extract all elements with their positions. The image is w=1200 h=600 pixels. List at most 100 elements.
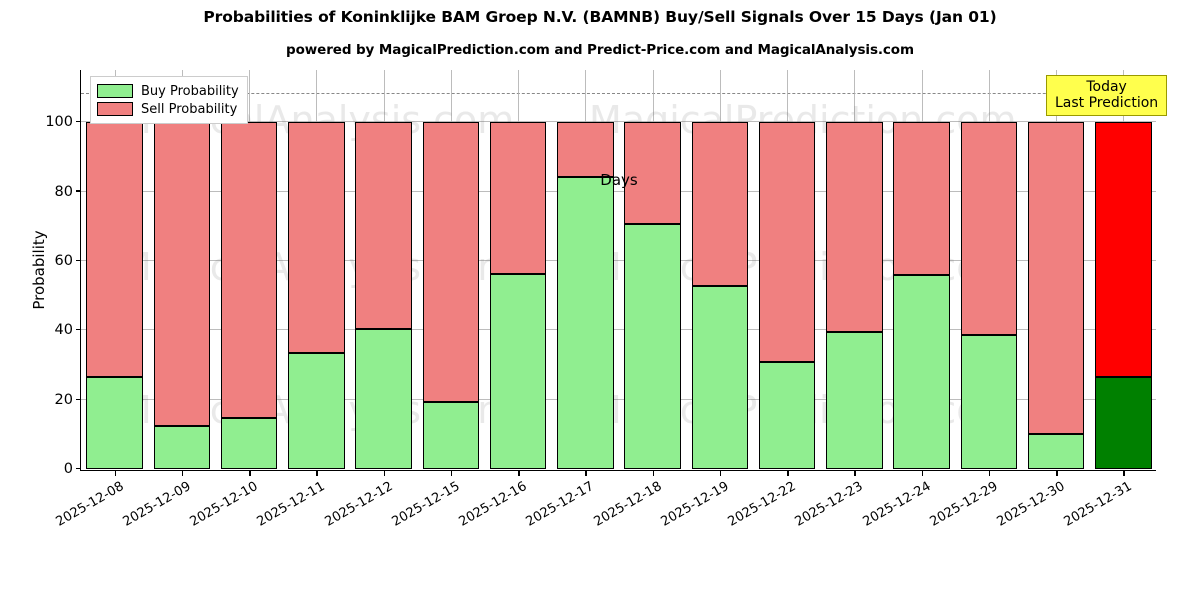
y-gridline xyxy=(81,260,1156,262)
bar-segment-buy[interactable] xyxy=(557,176,614,470)
bar-segment-buy[interactable] xyxy=(153,425,211,470)
legend-label-buy: Buy Probability xyxy=(141,83,239,99)
x-tick-mark xyxy=(114,471,117,476)
bar-segment-sell[interactable] xyxy=(624,122,681,224)
x-tick-label: 2025-12-17 xyxy=(523,479,597,530)
legend-swatch-buy xyxy=(97,84,133,98)
x-tick-label: 2025-12-18 xyxy=(591,479,665,530)
chart-legend: Buy Probability Sell Probability xyxy=(90,76,248,124)
bar-stacked[interactable] xyxy=(220,70,278,470)
y-axis-label: Probability xyxy=(30,230,48,310)
today-last-prediction-badge: Today Last Prediction xyxy=(1046,75,1168,117)
x-tick-mark xyxy=(1123,471,1125,476)
x-tick-label: 2025-12-11 xyxy=(254,479,328,530)
bar-segment-buy[interactable] xyxy=(288,353,345,470)
bar-segment-buy[interactable] xyxy=(624,223,681,470)
bar-stacked[interactable] xyxy=(758,70,816,470)
y-tick-label: 0 xyxy=(63,461,73,478)
bar-segment-buy[interactable] xyxy=(960,334,1018,470)
x-tick-mark xyxy=(383,471,386,476)
bar-stacked[interactable] xyxy=(422,70,480,470)
bar-segment-sell[interactable] xyxy=(960,122,1018,335)
today-label: Today xyxy=(1086,79,1127,95)
bar-segment-sell[interactable] xyxy=(355,122,412,329)
bar-segment-buy[interactable] xyxy=(826,331,883,470)
bar-segment-sell[interactable] xyxy=(220,122,278,418)
x-tick-mark xyxy=(921,471,924,476)
x-tick-label: 2025-12-19 xyxy=(658,479,732,530)
x-tick-label: 2025-12-16 xyxy=(456,479,530,530)
bar-stacked[interactable] xyxy=(489,70,547,470)
bar-segment-buy[interactable] xyxy=(220,417,278,470)
bar-segment-buy[interactable] xyxy=(758,361,816,470)
bar-segment-buy[interactable] xyxy=(1027,433,1085,470)
y-tick-mark xyxy=(76,190,81,192)
legend-swatch-sell xyxy=(97,102,133,116)
bar-stacked[interactable] xyxy=(557,70,614,470)
bar-stacked[interactable] xyxy=(624,70,681,470)
y-gridline xyxy=(81,190,1156,192)
x-tick-mark xyxy=(518,471,520,476)
x-tick-mark xyxy=(854,471,856,476)
bar-segment-sell[interactable] xyxy=(557,122,614,177)
bar-segment-sell[interactable] xyxy=(422,122,480,403)
x-tick-mark xyxy=(181,471,184,476)
x-tick-label: 2025-12-23 xyxy=(792,479,866,530)
last-prediction-label: Last Prediction xyxy=(1055,95,1159,112)
bar-segment-sell[interactable] xyxy=(893,122,950,276)
y-tick-label: 20 xyxy=(54,391,73,408)
y-tick-label: 80 xyxy=(54,183,73,200)
bar-segment-buy[interactable] xyxy=(86,377,143,470)
bar-stacked[interactable] xyxy=(691,70,749,470)
bar-segment-sell[interactable] xyxy=(826,122,883,332)
page-title: Probabilities of Koninklijke BAM Groep N… xyxy=(203,8,997,26)
bar-segment-sell[interactable] xyxy=(86,122,143,378)
chart-canvas: 0 20 40 60 80 100 MagicalAnalysis.com MagicalPr… xyxy=(45,70,1156,477)
x-tick-label: 2025-12-12 xyxy=(322,479,396,530)
y-gridline xyxy=(81,121,1156,123)
bar-segment-buy[interactable] xyxy=(489,274,547,470)
bar-stacked[interactable] xyxy=(893,70,950,470)
bar-segment-sell[interactable] xyxy=(1095,122,1152,378)
legend-item-sell: Sell Probability xyxy=(97,100,239,118)
bar-segment-sell[interactable] xyxy=(1027,122,1085,434)
x-tick-mark xyxy=(585,471,587,476)
legend-label-sell: Sell Probability xyxy=(141,101,238,117)
bar-stacked[interactable] xyxy=(960,70,1018,470)
x-tick-mark xyxy=(652,471,655,476)
chart-subtitle: powered by MagicalPrediction.com and Pre… xyxy=(286,42,914,58)
bar-segment-buy[interactable] xyxy=(893,275,950,470)
bar-segment-buy[interactable] xyxy=(355,328,412,470)
bar-segment-sell[interactable] xyxy=(153,122,211,426)
bar-stacked[interactable] xyxy=(288,70,345,470)
x-tick-mark xyxy=(988,471,991,476)
x-tick-mark xyxy=(450,471,453,476)
x-tick-label: 2025-12-29 xyxy=(927,479,1001,530)
x-tick-label: 2025-12-10 xyxy=(187,479,261,530)
bar-stacked[interactable] xyxy=(153,70,211,470)
y-tick-mark xyxy=(76,329,81,331)
x-tick-mark xyxy=(1056,471,1058,476)
bar-segment-sell[interactable] xyxy=(758,122,816,362)
x-tick-label: 2025-12-31 xyxy=(1061,479,1135,530)
x-tick-label: 2025-12-08 xyxy=(53,479,127,530)
x-axis-label: Days xyxy=(600,171,638,189)
x-tick-label: 2025-12-22 xyxy=(725,479,799,530)
bar-stacked[interactable] xyxy=(86,70,143,470)
x-tick-mark xyxy=(719,471,722,476)
y-tick-label: 100 xyxy=(45,114,73,131)
bar-stacked[interactable] xyxy=(1027,70,1085,470)
y-gridline xyxy=(81,329,1156,331)
reference-dashed-line xyxy=(81,93,1156,95)
bar-segment-sell[interactable] xyxy=(691,122,749,287)
bar-segment-buy[interactable] xyxy=(1095,377,1152,470)
bar-segment-sell[interactable] xyxy=(288,122,345,354)
x-tick-label: 2025-12-24 xyxy=(860,479,934,530)
chart-plot-area: Probability 0 20 40 60 80 100 MagicalAnalysis.… xyxy=(30,70,1156,530)
bar-segment-buy[interactable] xyxy=(691,286,749,470)
bar-stacked[interactable] xyxy=(355,70,412,470)
bar-segment-buy[interactable] xyxy=(422,402,480,470)
bar-stacked[interactable] xyxy=(826,70,883,470)
bar-today[interactable] xyxy=(1095,70,1152,470)
bar-segment-sell[interactable] xyxy=(489,122,547,275)
